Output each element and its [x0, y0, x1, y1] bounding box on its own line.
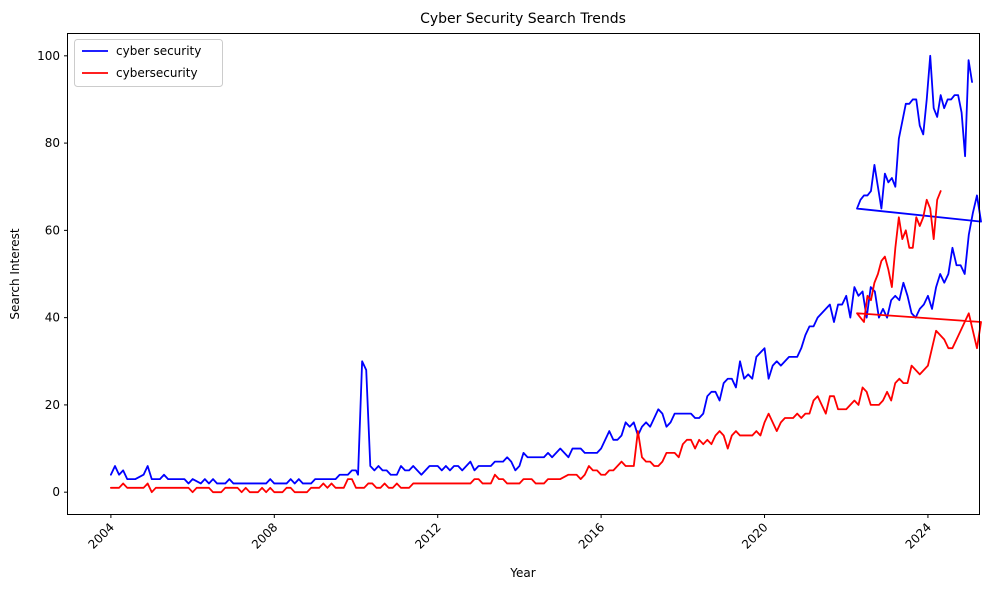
series-line-cyber-security — [109, 54, 982, 485]
series-line-cybersecurity — [109, 190, 982, 494]
legend: cyber security cybersecurity — [74, 39, 223, 87]
legend-label-cyber-security: cyber security — [116, 44, 201, 58]
y-tick-label: 80 — [45, 136, 60, 150]
chart-title: Cyber Security Search Trends — [420, 11, 626, 27]
y-axis-label: Search Interest — [8, 228, 22, 320]
y-tick-label: 20 — [45, 398, 60, 412]
y-tick-label: 100 — [37, 49, 60, 63]
series-layer — [109, 54, 982, 494]
y-tick-label: 40 — [45, 311, 60, 325]
legend-label-cybersecurity: cybersecurity — [116, 66, 198, 80]
y-tick-label: 60 — [45, 223, 60, 237]
plot-frame — [67, 33, 980, 515]
legend-frame — [74, 39, 223, 87]
y-tick-label: 0 — [52, 485, 60, 499]
x-axis-label: Year — [509, 566, 535, 580]
